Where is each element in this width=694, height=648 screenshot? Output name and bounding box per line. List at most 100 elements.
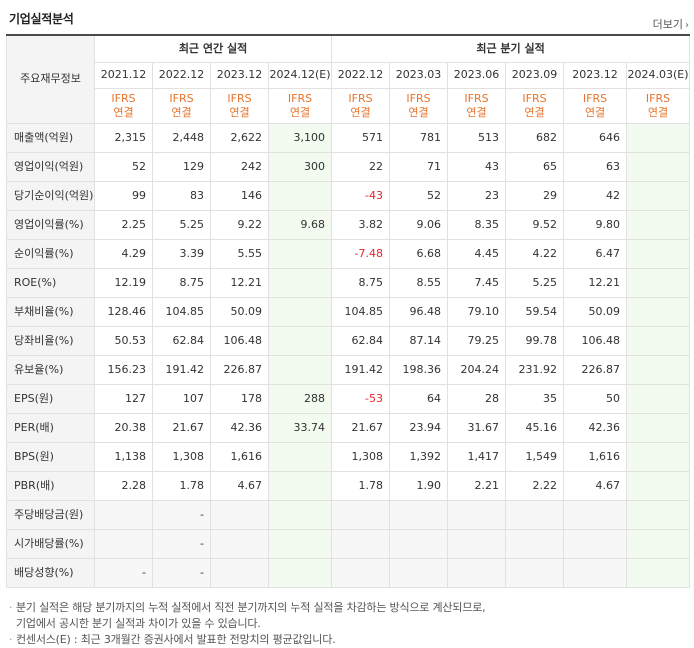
table-cell: 79.25 (447, 325, 507, 356)
table-cell (210, 528, 269, 559)
table-cell: 2.22 (505, 470, 565, 501)
table-cell (267, 557, 333, 588)
table-row: 유보율(%) 156.23 191.42 226.87 191.42 198.36 204.… (6, 354, 691, 385)
table-cell (626, 412, 691, 443)
table-cell (626, 209, 691, 240)
row-label: 매출액(억원) (6, 122, 95, 153)
table-cell: 1,138 (94, 441, 153, 472)
table-cell: 104.85 (331, 296, 391, 327)
period-header: 2023.06 (447, 61, 507, 89)
table-cell: 65 (505, 151, 565, 182)
table-cell: 12.21 (563, 267, 628, 298)
table-cell: 9.06 (389, 209, 449, 240)
table-cell: 35 (505, 383, 565, 414)
table-cell: - (94, 557, 153, 588)
table-cell: 8.75 (152, 267, 211, 298)
table-cell: 45.16 (505, 412, 565, 443)
table-cell: 1,616 (210, 441, 269, 472)
row-label: 유보율(%) (6, 354, 95, 385)
table-cell: 1.78 (152, 470, 211, 501)
ifrs-label-line2: 연결 (113, 105, 134, 119)
table-cell (563, 499, 628, 530)
row-label: 배당성향(%) (6, 557, 95, 588)
table-cell (563, 557, 628, 588)
table-cell: 1.78 (331, 470, 391, 501)
table-cell: 79.10 (447, 296, 507, 327)
table-cell (267, 528, 333, 559)
row-label: 당좌비율(%) (6, 325, 95, 356)
table-cell (563, 528, 628, 559)
row-label: ROE(%) (6, 267, 95, 298)
table-cell: 50.09 (563, 296, 628, 327)
period-header: 2023.12 (563, 61, 628, 89)
table-cell: - (152, 499, 211, 530)
table-cell: 2,315 (94, 122, 153, 153)
period-header: 2024.03(E) (626, 61, 691, 89)
table-cell: 7.45 (447, 267, 507, 298)
table-cell: 12.19 (94, 267, 153, 298)
table-cell: 2,448 (152, 122, 211, 153)
table-cell: 23.94 (389, 412, 449, 443)
table-row: 주당배당금(원) - (6, 499, 691, 530)
table-cell (267, 325, 333, 356)
ifrs-label: IFRS 연결 (447, 87, 507, 124)
table-cell (267, 354, 333, 385)
table-cell (267, 238, 333, 269)
section-header: 기업실적분석 더보기 › (9, 8, 689, 32)
period-header: 2023.09 (505, 61, 565, 89)
table-cell: - (152, 557, 211, 588)
table-cell: 33.74 (267, 412, 333, 443)
table-cell (626, 499, 691, 530)
table-cell (626, 151, 691, 182)
table-cell: 2.25 (94, 209, 153, 240)
table-cell: 571 (331, 122, 391, 153)
table-cell (210, 557, 269, 588)
table-cell: 50 (563, 383, 628, 414)
table-cell: 226.87 (210, 354, 269, 385)
row-label: 영업이익(억원) (6, 151, 95, 182)
financial-table: 주요재무정보 최근 연간 실적 최근 분기 실적 2021.12 2022.12 2… (6, 34, 691, 588)
table-cell: 4.67 (210, 470, 269, 501)
annual-group-header: 최근 연간 실적 (93, 34, 333, 63)
more-link[interactable]: 더보기 › (653, 16, 689, 32)
table-cell: 1,308 (152, 441, 211, 472)
table-cell: 5.25 (152, 209, 211, 240)
footnotes: · 분기 실적은 해당 분기까지의 누적 실적에서 직전 분기까지의 누적 실적을… (9, 600, 689, 648)
ifrs-label: IFRS 연결 (389, 87, 449, 124)
table-cell (626, 180, 691, 211)
table-cell: 99 (94, 180, 153, 211)
table-row: 매출액(억원) 2,315 2,448 2,622 3,100 571 781 513 682 6… (6, 122, 691, 153)
table-cell: 1,417 (447, 441, 507, 472)
row-label: 영업이익률(%) (6, 209, 95, 240)
table-cell: 242 (210, 151, 269, 182)
table-cell: 31.67 (447, 412, 507, 443)
ifrs-label-line2: 연결 (350, 105, 371, 119)
table-cell: 52 (94, 151, 153, 182)
table-cell: 83 (152, 180, 211, 211)
table-cell: 5.25 (505, 267, 565, 298)
bullet-icon: · (9, 601, 13, 614)
table-cell (626, 383, 691, 414)
footnote-1: · 분기 실적은 해당 분기까지의 누적 실적에서 직전 분기까지의 누적 실적을… (9, 601, 486, 614)
table-cell (331, 528, 391, 559)
table-cell: 1,616 (563, 441, 628, 472)
table-cell (267, 470, 333, 501)
table-cell: 42.36 (210, 412, 269, 443)
table-row: 당좌비율(%) 50.53 62.84 106.48 62.84 87.14 79.25 99… (6, 325, 691, 356)
table-cell (447, 499, 507, 530)
period-header: 2021.12 (94, 61, 153, 89)
table-cell (267, 296, 333, 327)
table-cell (331, 557, 391, 588)
row-label: PER(배) (6, 412, 95, 443)
table-cell: 231.92 (505, 354, 565, 385)
table-cell: 29 (505, 180, 565, 211)
table-cell: 9.52 (505, 209, 565, 240)
table-cell: 4.45 (447, 238, 507, 269)
corner-header: 주요재무정보 (6, 34, 95, 124)
ifrs-label: IFRS 연결 (505, 87, 565, 124)
table-cell (94, 528, 153, 559)
table-cell (626, 296, 691, 327)
table-cell: 8.55 (389, 267, 449, 298)
table-row: 부채비율(%) 128.46 104.85 50.09 104.85 96.48 79.10… (6, 296, 691, 327)
ifrs-label-line1: IFRS (111, 91, 136, 105)
